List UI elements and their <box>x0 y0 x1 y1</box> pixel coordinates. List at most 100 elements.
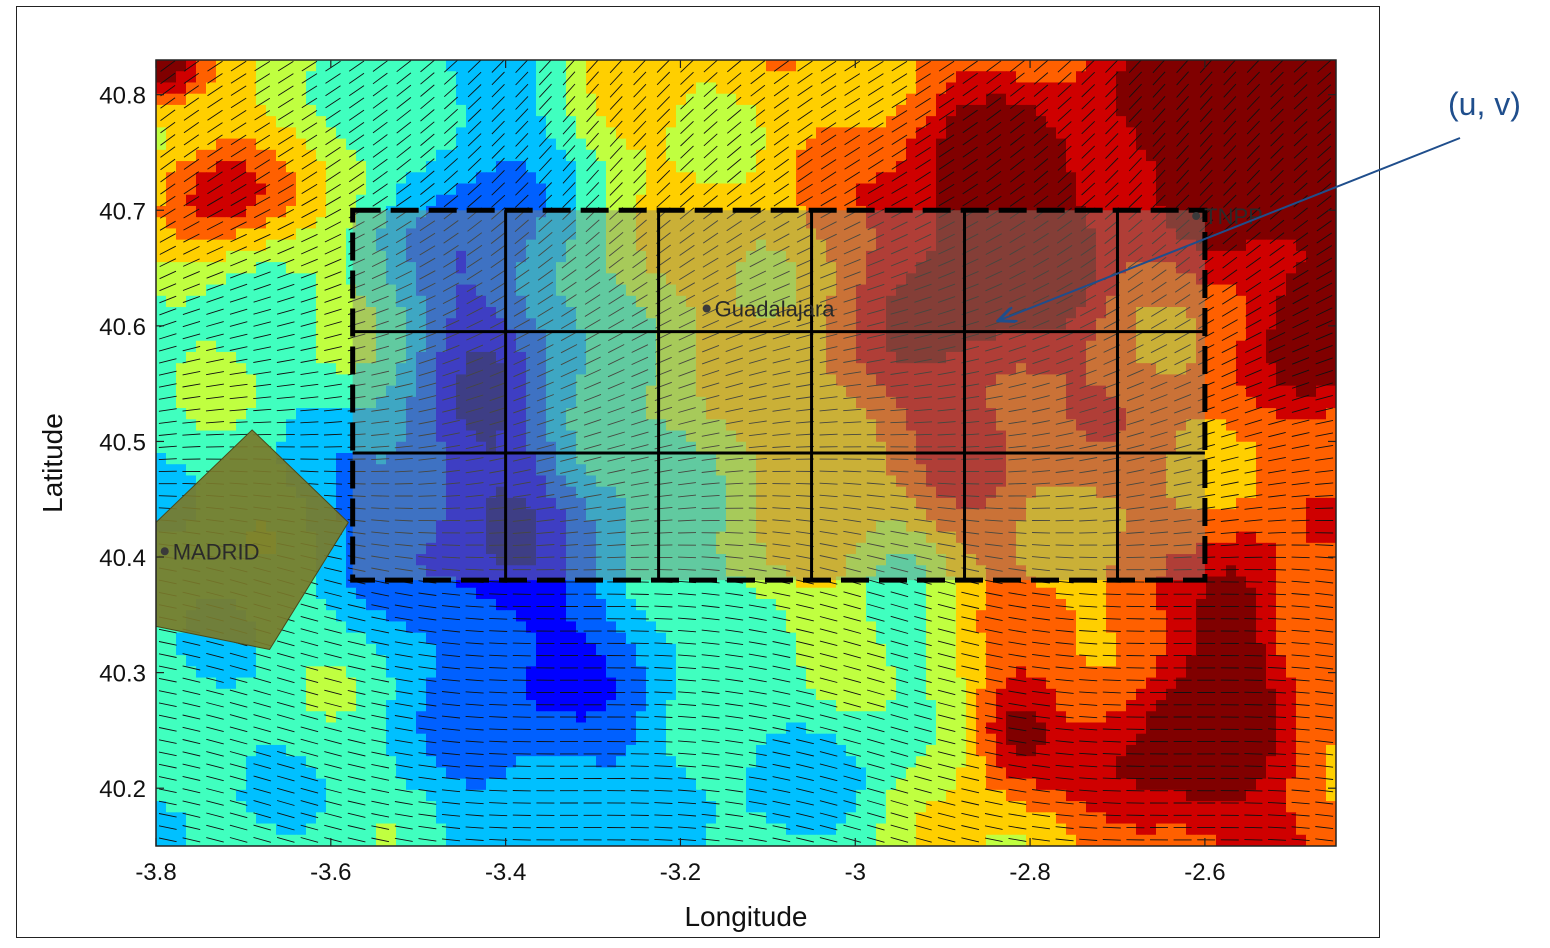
field-cell <box>946 295 957 308</box>
field-cell <box>1116 60 1127 72</box>
field-cell <box>1016 385 1027 398</box>
field-cell <box>706 284 717 297</box>
field-cell <box>1146 284 1157 297</box>
field-cell <box>766 217 777 230</box>
field-cell <box>736 149 747 162</box>
field-cell <box>246 239 257 252</box>
field-cell <box>406 82 417 95</box>
field-cell <box>1286 82 1297 95</box>
field-cell <box>1276 116 1287 128</box>
field-cell <box>676 374 687 387</box>
field-cell <box>366 116 377 128</box>
field-cell <box>586 82 597 95</box>
field-cell <box>426 127 437 140</box>
field-cell <box>646 71 657 84</box>
field-cell <box>1036 374 1047 387</box>
field-cell <box>606 116 617 128</box>
field-cell <box>486 183 497 196</box>
field-cell <box>856 127 867 140</box>
field-cell <box>626 116 637 128</box>
field-cell <box>856 82 867 95</box>
field-cell <box>306 60 317 72</box>
field-cell <box>426 82 437 95</box>
field-cell <box>1276 441 1287 454</box>
field-cell <box>676 239 687 252</box>
field-cell <box>586 228 597 241</box>
field-cell <box>1116 116 1127 128</box>
field-cell <box>686 71 697 84</box>
field-cell <box>1036 351 1047 364</box>
field-cell <box>1086 149 1097 162</box>
field-cell <box>506 351 517 364</box>
field-cell <box>866 82 877 95</box>
field-cell <box>546 172 557 185</box>
field-cell <box>156 149 167 162</box>
field-cell <box>866 93 877 106</box>
field-cell <box>656 351 667 364</box>
field-cell <box>1306 71 1317 84</box>
field-cell <box>436 93 447 106</box>
field-cell <box>926 71 937 84</box>
field-cell <box>386 138 397 151</box>
field-cell <box>566 374 577 387</box>
field-cell <box>236 239 247 252</box>
field-cell <box>376 161 387 173</box>
field-cell <box>1216 172 1227 185</box>
field-cell <box>536 340 547 353</box>
field-cell <box>1266 250 1277 263</box>
field-cell <box>736 329 747 342</box>
field-cell <box>666 104 677 117</box>
field-cell <box>646 217 657 230</box>
field-cell <box>776 239 787 252</box>
field-cell <box>686 374 697 387</box>
field-cell <box>856 228 867 241</box>
field-cell <box>236 284 247 297</box>
field-cell <box>336 82 347 95</box>
field-cell <box>846 329 857 342</box>
field-cell <box>306 464 317 477</box>
field-cell <box>336 149 347 162</box>
field-cell <box>396 194 407 207</box>
field-cell <box>456 138 467 151</box>
field-cell <box>366 239 377 252</box>
field-cell <box>246 93 257 106</box>
field-cell <box>1006 60 1017 72</box>
field-cell <box>916 239 927 252</box>
field-cell <box>416 82 427 95</box>
field-cell <box>266 385 277 398</box>
field-cell <box>1246 60 1257 72</box>
field-cell <box>726 340 737 353</box>
field-cell <box>1326 329 1336 342</box>
field-cell <box>1206 60 1217 72</box>
field-cell <box>1066 183 1077 196</box>
field-cell <box>1136 385 1147 398</box>
field-cell <box>896 318 907 331</box>
field-cell <box>916 295 927 308</box>
field-cell <box>496 351 507 364</box>
field-cell <box>1286 273 1297 286</box>
field-cell <box>1156 374 1167 387</box>
field-cell <box>176 284 187 297</box>
field-cell <box>846 340 857 353</box>
field-cell <box>826 284 837 297</box>
field-cell <box>606 318 617 331</box>
field-cell <box>1216 509 1227 521</box>
field-cell <box>976 239 987 252</box>
field-cell <box>1046 161 1057 173</box>
field-cell <box>646 307 657 319</box>
field-cell <box>266 307 277 319</box>
field-cell <box>506 295 517 308</box>
field-cell <box>746 374 757 387</box>
field-cell <box>1026 329 1037 342</box>
field-cell <box>726 138 737 151</box>
field-cell <box>1136 172 1147 185</box>
field-cell <box>406 149 417 162</box>
field-cell <box>1166 363 1177 375</box>
field-cell <box>246 295 257 308</box>
field-cell <box>386 385 397 398</box>
field-cell <box>446 183 457 196</box>
field-cell <box>286 419 297 432</box>
field-cell <box>466 93 477 106</box>
field-cell <box>1296 82 1307 95</box>
field-cell <box>776 217 787 230</box>
